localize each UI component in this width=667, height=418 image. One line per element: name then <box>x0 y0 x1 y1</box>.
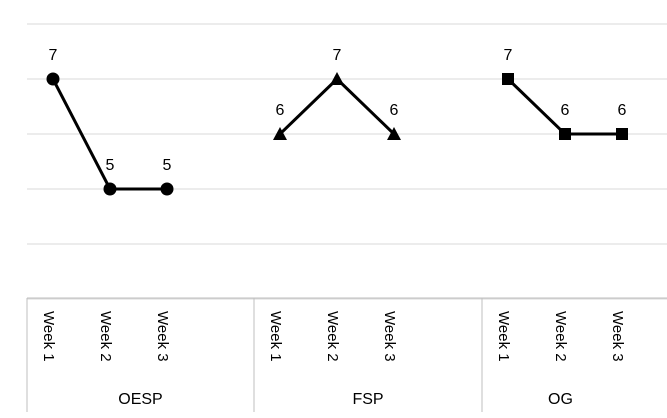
x-tick-label: Week 2 <box>552 311 569 362</box>
group-label: OESP <box>118 391 162 408</box>
x-tick-label: Week 1 <box>40 311 57 362</box>
data-label: 5 <box>163 157 172 174</box>
data-point-marker <box>273 127 287 140</box>
group-label: OG <box>548 391 573 408</box>
data-label: 7 <box>49 47 58 64</box>
series-oesp: 7 5 5 Week 1 Week 2 Week 3 OESP <box>40 47 174 408</box>
data-point-marker <box>387 127 401 140</box>
series-line <box>278 77 396 136</box>
data-point-marker <box>616 128 628 140</box>
gridlines <box>27 23 667 300</box>
data-point-marker <box>502 73 514 85</box>
group-separators <box>26 298 483 412</box>
data-point-marker <box>160 182 174 196</box>
x-tick-label: Week 3 <box>154 311 171 362</box>
data-label: 6 <box>276 102 285 119</box>
x-tick-label: Week 1 <box>267 311 284 362</box>
group-label: FSP <box>352 391 383 408</box>
data-label: 6 <box>618 102 627 119</box>
x-tick-label: Week 2 <box>97 311 114 362</box>
x-tick-label: Week 3 <box>609 311 626 362</box>
series-og: 7 6 6 Week 1 Week 2 Week 3 OG <box>495 47 628 408</box>
data-label: 7 <box>333 47 342 64</box>
data-point-marker <box>46 72 60 86</box>
data-point-marker <box>559 128 571 140</box>
data-label: 5 <box>106 157 115 174</box>
data-label: 6 <box>390 102 399 119</box>
data-label: 7 <box>504 47 513 64</box>
series-fsp: 6 7 6 Week 1 Week 2 Week 3 FSP <box>267 47 401 408</box>
x-tick-label: Week 3 <box>381 311 398 362</box>
data-point-marker <box>330 72 344 85</box>
x-tick-label: Week 2 <box>324 311 341 362</box>
data-label: 6 <box>561 102 570 119</box>
x-tick-label: Week 1 <box>495 311 512 362</box>
data-point-marker <box>103 182 117 196</box>
